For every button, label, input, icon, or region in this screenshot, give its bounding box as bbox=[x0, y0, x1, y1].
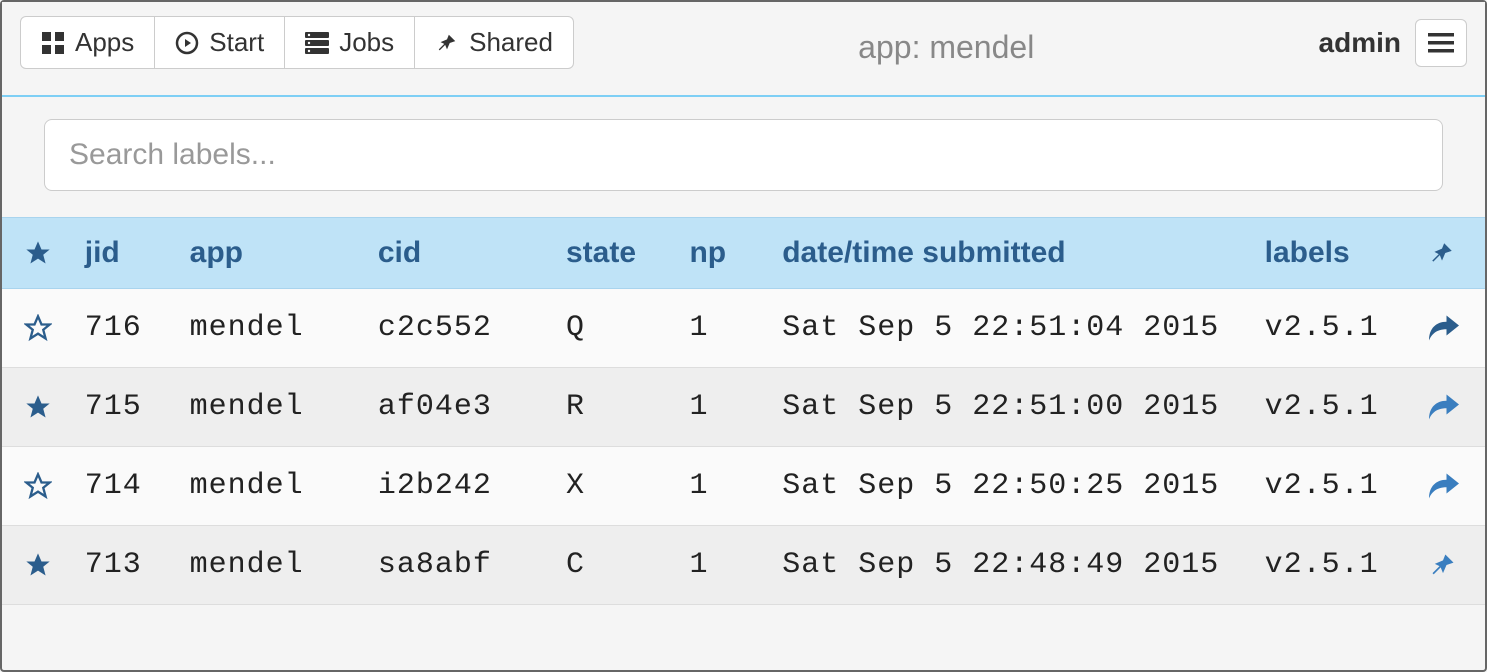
cell-cid: sa8abf bbox=[364, 526, 552, 605]
cell-cid: af04e3 bbox=[364, 368, 552, 447]
star-icon[interactable] bbox=[24, 314, 57, 342]
cell-jid: 713 bbox=[71, 526, 176, 605]
cell-labels: v2.5.1 bbox=[1251, 526, 1415, 605]
col-labels-header[interactable]: labels bbox=[1251, 218, 1415, 289]
share-icon[interactable] bbox=[1429, 315, 1459, 341]
shared-label: Shared bbox=[469, 27, 553, 58]
pin-icon bbox=[1429, 240, 1459, 266]
hamburger-icon bbox=[1428, 33, 1454, 53]
grid-icon bbox=[41, 31, 65, 55]
jobs-table: jid app cid state np date/time submitted… bbox=[2, 217, 1485, 605]
cell-app: mendel bbox=[176, 526, 364, 605]
star-icon bbox=[24, 239, 57, 267]
cell-np: 1 bbox=[675, 447, 768, 526]
col-cid-header[interactable]: cid bbox=[364, 218, 552, 289]
play-circle-icon bbox=[175, 31, 199, 55]
col-jid-header[interactable]: jid bbox=[71, 218, 176, 289]
cell-state: R bbox=[552, 368, 675, 447]
cell-date: Sat Sep 5 22:51:00 2015 bbox=[768, 368, 1250, 447]
cell-jid: 716 bbox=[71, 289, 176, 368]
right-group: admin bbox=[1319, 19, 1467, 67]
cell-app: mendel bbox=[176, 289, 364, 368]
cell-jid: 715 bbox=[71, 368, 176, 447]
col-action-header[interactable] bbox=[1415, 218, 1485, 289]
share-icon[interactable] bbox=[1429, 394, 1459, 420]
table-row[interactable]: 713 mendel sa8abf C 1 Sat Sep 5 22:48:49… bbox=[2, 526, 1485, 605]
col-date-header[interactable]: date/time submitted bbox=[768, 218, 1250, 289]
start-label: Start bbox=[209, 27, 264, 58]
share-icon[interactable] bbox=[1429, 473, 1459, 499]
star-icon[interactable] bbox=[24, 551, 57, 579]
cell-np: 1 bbox=[675, 368, 768, 447]
topbar: Apps Start Jobs Shared app: mendel admin bbox=[2, 2, 1485, 97]
cell-cid: c2c552 bbox=[364, 289, 552, 368]
nav-group: Apps Start Jobs Shared bbox=[20, 16, 574, 69]
shared-button[interactable]: Shared bbox=[414, 16, 574, 69]
pin-icon[interactable] bbox=[1429, 551, 1459, 579]
search-container bbox=[2, 97, 1485, 217]
table-row[interactable]: 714 mendel i2b242 X 1 Sat Sep 5 22:50:25… bbox=[2, 447, 1485, 526]
cell-labels: v2.5.1 bbox=[1251, 368, 1415, 447]
table-row[interactable]: 715 mendel af04e3 R 1 Sat Sep 5 22:51:00… bbox=[2, 368, 1485, 447]
cell-np: 1 bbox=[675, 289, 768, 368]
cell-cid: i2b242 bbox=[364, 447, 552, 526]
cell-np: 1 bbox=[675, 526, 768, 605]
server-icon bbox=[305, 31, 329, 55]
cell-app: mendel bbox=[176, 368, 364, 447]
cell-app: mendel bbox=[176, 447, 364, 526]
star-icon[interactable] bbox=[24, 393, 57, 421]
cell-state: C bbox=[552, 526, 675, 605]
cell-state: X bbox=[552, 447, 675, 526]
col-star-header[interactable] bbox=[2, 218, 71, 289]
search-input[interactable] bbox=[44, 119, 1443, 191]
cell-date: Sat Sep 5 22:50:25 2015 bbox=[768, 447, 1250, 526]
apps-label: Apps bbox=[75, 27, 134, 58]
apps-button[interactable]: Apps bbox=[20, 16, 155, 69]
cell-date: Sat Sep 5 22:51:04 2015 bbox=[768, 289, 1250, 368]
jobs-label: Jobs bbox=[339, 27, 394, 58]
cell-date: Sat Sep 5 22:48:49 2015 bbox=[768, 526, 1250, 605]
cell-jid: 714 bbox=[71, 447, 176, 526]
jobs-button[interactable]: Jobs bbox=[284, 16, 415, 69]
table-header-row: jid app cid state np date/time submitted… bbox=[2, 218, 1485, 289]
page-title: app: mendel bbox=[574, 19, 1319, 66]
table-row[interactable]: 716 mendel c2c552 Q 1 Sat Sep 5 22:51:04… bbox=[2, 289, 1485, 368]
menu-button[interactable] bbox=[1415, 19, 1467, 67]
col-np-header[interactable]: np bbox=[675, 218, 768, 289]
col-state-header[interactable]: state bbox=[552, 218, 675, 289]
cell-labels: v2.5.1 bbox=[1251, 447, 1415, 526]
start-button[interactable]: Start bbox=[154, 16, 285, 69]
cell-state: Q bbox=[552, 289, 675, 368]
col-app-header[interactable]: app bbox=[176, 218, 364, 289]
user-label[interactable]: admin bbox=[1319, 27, 1401, 59]
pin-icon bbox=[435, 31, 459, 55]
cell-labels: v2.5.1 bbox=[1251, 289, 1415, 368]
star-icon[interactable] bbox=[24, 472, 57, 500]
